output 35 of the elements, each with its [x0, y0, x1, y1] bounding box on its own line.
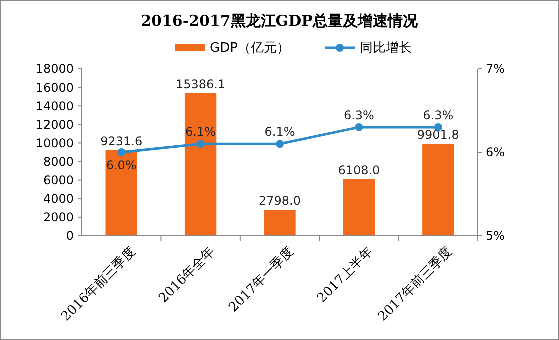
- data-label: 6108.0: [338, 163, 380, 178]
- y-tick-label: 4000: [43, 192, 74, 206]
- y2-tick-label: 7%: [486, 62, 506, 76]
- data-label: 2798.0: [259, 194, 301, 208]
- y2-tick-label: 5%: [486, 229, 506, 244]
- data-label: 6.3%: [344, 108, 374, 122]
- bar: [184, 93, 217, 236]
- y-tick-label: 0: [66, 229, 74, 244]
- bar: [106, 150, 138, 236]
- data-label: 6.1%: [186, 125, 216, 140]
- y2-tick-label: 6%: [486, 146, 506, 160]
- bar: [264, 210, 296, 236]
- point: [118, 148, 126, 156]
- y-tick-label: 12000: [36, 118, 74, 132]
- point: [276, 140, 284, 148]
- y-tick-label: 8000: [43, 154, 74, 169]
- data-label: 6.1%: [264, 125, 296, 140]
- point: [196, 140, 205, 148]
- y-tick-label: 10000: [36, 136, 74, 150]
- bar: [422, 144, 454, 236]
- y-tick-label: 2000: [43, 210, 74, 225]
- point: [355, 123, 364, 132]
- y-tick-label: 6000: [43, 174, 74, 188]
- y-tick-label: 14000: [36, 99, 74, 114]
- legend-label: GDP（亿元）: [210, 41, 290, 56]
- data-label: 6.3%: [423, 108, 454, 122]
- y-tick-label: 16000: [36, 80, 74, 95]
- y-tick-label: 18000: [36, 62, 74, 76]
- data-label: 9231.6: [100, 134, 143, 148]
- legend-label: 同比增长: [360, 41, 412, 56]
- bar: [343, 179, 376, 236]
- data-label: 6.0%: [106, 158, 137, 172]
- chart-title: 2016-2017黑龙江GDP总量及增速情况: [141, 12, 419, 30]
- data-label: 9901.8: [417, 128, 460, 142]
- data-label: 15386.1: [176, 77, 226, 92]
